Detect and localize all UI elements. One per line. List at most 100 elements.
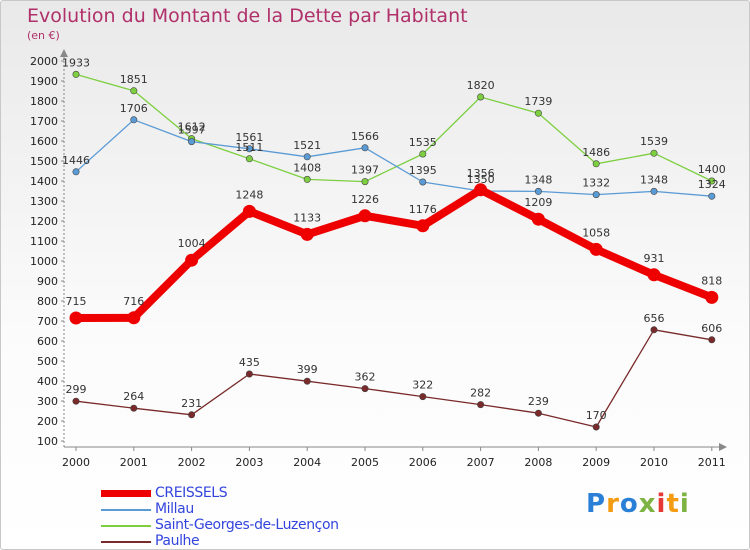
- y-tick-label: 500: [37, 355, 58, 368]
- series-line-1: [75, 119, 712, 197]
- data-point: [647, 268, 661, 282]
- legend-label: CREISSELS: [155, 485, 228, 501]
- data-point: [419, 393, 427, 401]
- x-tick-label: 2003: [235, 456, 263, 469]
- y-tick-label: 1800: [30, 95, 58, 108]
- data-point: [72, 70, 80, 78]
- data-point: [361, 385, 369, 393]
- data-point: [650, 149, 658, 157]
- data-label: 1133: [293, 211, 321, 224]
- data-label: 1561: [235, 131, 263, 144]
- data-labels: 1933 1851 1612 1511 1408 1397 1535 1820 1739 1486…: [62, 56, 726, 422]
- y-tick-label: 900: [37, 275, 58, 288]
- chart-title: Evolution du Montant de la Dette par Hab…: [27, 5, 468, 27]
- x-tick-label: 2004: [293, 456, 321, 469]
- y-tick-label: 100: [37, 435, 58, 448]
- data-point: [708, 192, 716, 200]
- y-tick-label: 1100: [30, 235, 58, 248]
- chart-axes: 100 200 300 400 500 600 700 800 900 1000 1100 1200 1…: [30, 49, 727, 469]
- logo-letter: i: [656, 489, 667, 519]
- data-point: [130, 87, 138, 95]
- data-label: 1348: [640, 173, 668, 186]
- data-point: [242, 204, 256, 218]
- data-label: 231: [181, 397, 202, 410]
- data-label: 1209: [524, 196, 552, 209]
- data-label: 1706: [120, 102, 148, 115]
- logo-letter: r: [606, 489, 620, 519]
- data-label: 656: [644, 312, 665, 325]
- data-label: 1004: [178, 237, 206, 250]
- y-tick-label: 600: [37, 335, 58, 348]
- chart-unit: (en €): [27, 29, 60, 42]
- data-label: 606: [701, 322, 722, 335]
- data-point: [72, 397, 80, 405]
- x-tick-label: 2007: [467, 456, 495, 469]
- data-point: [474, 183, 488, 197]
- data-point: [127, 311, 141, 325]
- y-tick-label: 1900: [30, 75, 58, 88]
- series-line-0: [75, 185, 714, 322]
- data-label: 1566: [351, 130, 379, 143]
- logo-letter: t: [666, 489, 680, 519]
- data-label: 1397: [351, 164, 379, 177]
- data-label: 239: [528, 395, 549, 408]
- x-tick-label: 2006: [409, 456, 437, 469]
- data-label: 1535: [409, 136, 437, 149]
- data-label: 299: [66, 383, 87, 396]
- y-tick-label: 2000: [30, 55, 58, 68]
- legend-label: Millau: [155, 501, 194, 517]
- data-label: 399: [297, 363, 318, 376]
- data-point: [300, 227, 314, 241]
- data-label: 1248: [235, 188, 263, 201]
- data-label: 1058: [582, 226, 610, 239]
- data-point: [245, 370, 253, 378]
- data-label: 1400: [698, 163, 726, 176]
- data-point: [419, 150, 427, 158]
- series-line-3: [75, 329, 712, 428]
- data-point: [592, 160, 600, 168]
- data-point: [650, 187, 658, 195]
- y-tick-label: 1000: [30, 255, 58, 268]
- proxiti-logo: Proxiti: [586, 489, 690, 519]
- data-label: 1408: [293, 161, 321, 174]
- y-tick-label: 800: [37, 295, 58, 308]
- data-point: [188, 138, 196, 146]
- data-label: 435: [239, 356, 260, 369]
- data-label: 1521: [293, 139, 321, 152]
- series-line-2: [75, 73, 713, 183]
- x-tick-label: 2005: [351, 456, 379, 469]
- y-tick-label: 400: [37, 375, 58, 388]
- data-label: 1539: [640, 135, 668, 148]
- data-point: [419, 178, 427, 186]
- y-tick-label: 200: [37, 415, 58, 428]
- data-point: [477, 401, 485, 409]
- y-tick-label: 1400: [30, 175, 58, 188]
- x-tick-label: 2011: [698, 456, 726, 469]
- data-point: [188, 411, 196, 419]
- legend-label: Saint-Georges-de-Luzençon: [155, 517, 339, 533]
- data-label: 170: [586, 409, 607, 422]
- data-label: 1446: [62, 154, 90, 167]
- data-point: [303, 377, 311, 385]
- y-tick-label: 300: [37, 395, 58, 408]
- data-label: 1324: [698, 178, 726, 191]
- logo-letter: i: [679, 489, 690, 519]
- data-point: [477, 93, 485, 101]
- data-label: 1612: [178, 121, 206, 134]
- data-point: [303, 153, 311, 161]
- data-point: [589, 242, 603, 256]
- data-label: 1597: [178, 124, 206, 137]
- data-label: 1176: [409, 203, 437, 216]
- data-label: 716: [123, 295, 144, 308]
- logo-letter: x: [638, 489, 657, 519]
- data-label: 264: [123, 390, 144, 403]
- legend-label: Paulhe: [155, 533, 200, 549]
- data-label: 1348: [524, 173, 552, 186]
- data-point: [592, 423, 600, 431]
- data-label: 1511: [235, 141, 263, 154]
- data-point: [69, 311, 83, 325]
- data-point: [708, 336, 716, 344]
- data-point: [708, 177, 716, 185]
- legend-swatch: [101, 490, 151, 497]
